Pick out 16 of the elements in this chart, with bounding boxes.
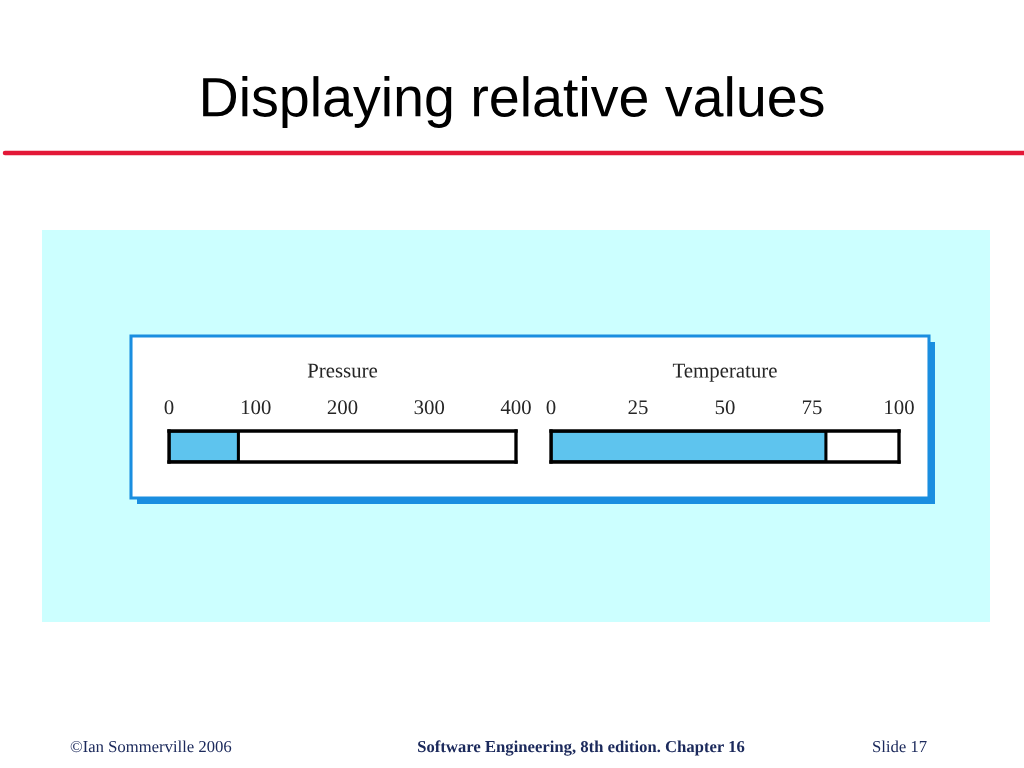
x-tick-label: 0 xyxy=(164,400,174,415)
x-tick-label: 100 xyxy=(885,400,914,415)
x-tick-label: 0 xyxy=(546,400,556,415)
x-tick-label: 200 xyxy=(327,400,358,415)
x-tick-label: 50 xyxy=(715,400,735,415)
x-tick-label: 300 xyxy=(414,400,445,415)
x-tick-label: 400 xyxy=(500,400,531,415)
text: ©Ian Sommerville 2006 xyxy=(70,740,232,753)
x-axis-title: Pressure xyxy=(307,363,378,378)
chart-title: Displaying relative values xyxy=(203,76,824,128)
text: Slide 17 xyxy=(873,740,927,753)
x-tick-label: 25 xyxy=(628,400,648,415)
x-tick-label: 75 xyxy=(802,400,822,415)
text: Software Engineering, 8th edition. Chapter 16 xyxy=(418,740,745,756)
x-tick-label: 100 xyxy=(241,400,271,415)
x-axis-title: Temperature xyxy=(672,363,777,382)
